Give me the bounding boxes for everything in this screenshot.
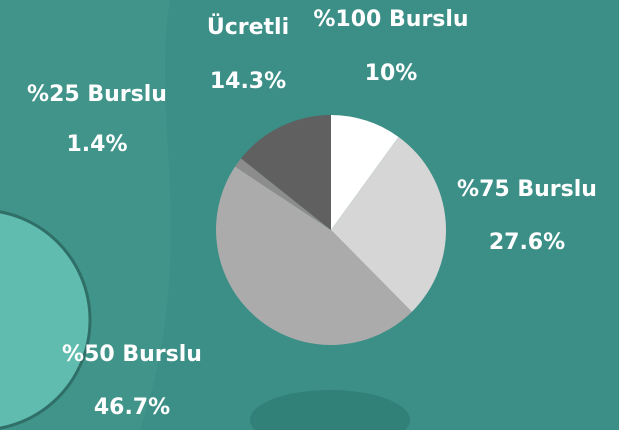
- value-label: 46.7%: [94, 395, 170, 420]
- value-label: 1.4%: [66, 132, 127, 157]
- labels: %100 Burslu 10% %75 Burslu 27.6% %50 Burslu 4…: [27, 7, 597, 420]
- value-label: 10%: [365, 61, 418, 86]
- value-label: 27.6%: [489, 230, 565, 255]
- slice-label: %25 Burslu: [27, 82, 167, 107]
- pie-slice: [235, 158, 331, 230]
- slice-label: %100 Burslu: [313, 7, 468, 32]
- value-label: 14.3%: [210, 69, 286, 94]
- pie-slice: [241, 115, 331, 230]
- pie-slice: [216, 166, 412, 345]
- pie-slice: [331, 115, 399, 230]
- slice-label: %75 Burslu: [457, 177, 597, 202]
- slice-label: %50 Burslu: [62, 342, 202, 367]
- decoration: [0, 210, 92, 430]
- slice-label: Ücretli: [207, 14, 289, 40]
- pie: [216, 115, 446, 345]
- pie-slice: [331, 136, 446, 312]
- decoration: [250, 390, 410, 434]
